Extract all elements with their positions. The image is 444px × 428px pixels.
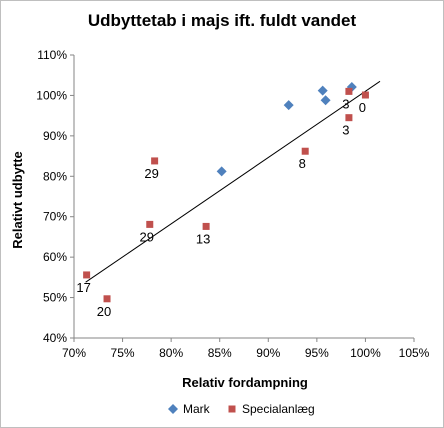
specialanlaeg-point	[83, 271, 91, 279]
legend-specialanlaeg-icon	[228, 405, 236, 413]
point-label: 13	[196, 231, 210, 246]
point-label: 29	[144, 166, 158, 181]
mark-point	[320, 95, 331, 106]
x-tick-label: 100%	[350, 346, 381, 360]
specialanlaeg-point	[103, 295, 111, 303]
y-tick-label: 50%	[43, 291, 67, 305]
x-axis-title: Relativ fordampning	[182, 375, 308, 390]
y-axis-title: Relativt udbytte	[10, 151, 25, 249]
legend-mark-icon	[168, 404, 178, 414]
y-tick-label: 110%	[37, 48, 67, 62]
y-tick-label: 70%	[43, 210, 67, 224]
axes: 40% 50% 60% 70% 80% 90% 100% 110% 70% 75% 80% 85% 90…	[36, 48, 429, 360]
specialanlaeg-point	[361, 91, 369, 99]
y-tick-label: 90%	[43, 129, 67, 143]
x-tick-label: 90%	[256, 346, 280, 360]
data-marks: 17 20 29 29 13 8 3 30	[76, 81, 369, 319]
x-tick-label: 95%	[305, 346, 329, 360]
legend-label: Specialanlæg	[242, 402, 315, 416]
point-label: 29	[140, 229, 154, 244]
specialanlaeg-point	[202, 222, 210, 230]
y-tick-label: 60%	[43, 250, 67, 264]
specialanlaeg-point	[345, 87, 353, 95]
y-tick-label: 80%	[43, 169, 67, 183]
mark-point	[283, 100, 294, 111]
point-label: 3	[342, 96, 349, 111]
point-label: 17	[76, 280, 90, 295]
x-tick-label: 105%	[399, 346, 430, 360]
point-label: 3	[342, 123, 349, 138]
mark-point	[317, 85, 328, 96]
legend: Mark Specialanlæg	[168, 402, 315, 416]
legend-label: Mark	[183, 402, 211, 416]
specialanlaeg-point	[151, 157, 159, 165]
point-label: 0	[359, 100, 366, 115]
mark-point	[216, 166, 227, 177]
specialanlaeg-point	[345, 114, 353, 122]
x-tick-label: 80%	[159, 346, 183, 360]
trendline	[85, 80, 381, 283]
x-tick-label: 70%	[62, 346, 86, 360]
point-label: 8	[299, 156, 306, 171]
y-tick-label: 40%	[43, 331, 67, 345]
specialanlaeg-point	[146, 220, 154, 228]
x-tick-label: 85%	[208, 346, 232, 360]
trendline-layer	[85, 80, 381, 283]
x-tick-label: 75%	[111, 346, 135, 360]
point-label: 20	[97, 304, 111, 319]
specialanlaeg-point	[301, 147, 309, 155]
y-tick-label: 100%	[36, 88, 67, 102]
chart-title: Udbyttetab i majs ift. fuldt vandet	[88, 11, 357, 30]
